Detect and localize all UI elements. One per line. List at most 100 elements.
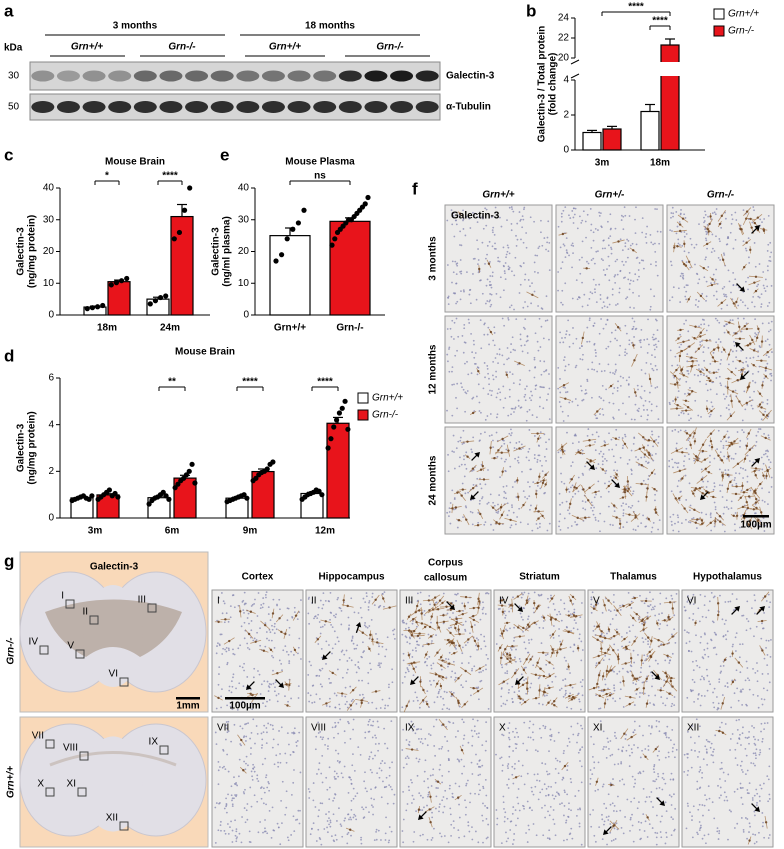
nucleus (617, 409, 620, 411)
nucleus (427, 633, 430, 636)
nucleus (511, 700, 514, 703)
nucleus (227, 793, 229, 796)
nucleus (532, 664, 535, 667)
nucleus (257, 592, 260, 594)
nucleus (387, 841, 390, 844)
nucleus (533, 454, 536, 456)
nucleus (685, 319, 687, 322)
nucleus (706, 224, 709, 226)
nucleus (389, 785, 392, 788)
nucleus (411, 622, 414, 625)
data-point (319, 492, 325, 498)
nucleus (580, 843, 583, 846)
nucleus (486, 836, 489, 839)
nucleus (407, 670, 410, 673)
nucleus (630, 506, 632, 509)
nucleus (654, 364, 657, 367)
nucleus (469, 227, 472, 229)
nucleus (729, 413, 732, 415)
stained-cell (676, 245, 679, 248)
nucleus (752, 295, 755, 298)
nucleus (253, 770, 256, 773)
nucleus (495, 643, 498, 645)
nucleus (513, 447, 516, 449)
panel-numeral: VII (217, 723, 229, 734)
stained-cell (553, 704, 556, 707)
stained-cell (681, 217, 685, 220)
nucleus (711, 247, 714, 250)
nucleus (441, 774, 444, 777)
y-tick-label: 4 (563, 75, 569, 86)
nucleus (350, 782, 353, 785)
nucleus (591, 396, 593, 399)
nucleus (559, 391, 562, 394)
nucleus (530, 786, 533, 789)
nucleus (668, 299, 671, 302)
nucleus (760, 303, 763, 306)
nucleus (484, 207, 487, 210)
nucleus (505, 497, 508, 500)
nucleus (727, 469, 730, 471)
bar (602, 128, 622, 151)
nucleus (503, 324, 506, 327)
nucleus (451, 260, 454, 263)
nucleus (502, 264, 505, 267)
nucleus (563, 244, 566, 247)
nucleus (626, 296, 629, 299)
nucleus (326, 820, 329, 822)
stained-cell (441, 659, 444, 662)
nucleus (469, 302, 472, 305)
nucleus (632, 280, 635, 283)
y-axis-label: Galectin-3 / Total protein (537, 26, 548, 143)
nucleus (744, 247, 747, 250)
stained-cell (534, 697, 538, 700)
nucleus (557, 366, 560, 369)
nucleus (481, 497, 483, 500)
nucleus (406, 803, 409, 805)
nucleus (252, 718, 255, 721)
nucleus (346, 842, 349, 845)
nucleus (375, 828, 378, 831)
nucleus (628, 215, 631, 217)
stained-cell (477, 369, 480, 373)
nucleus (641, 217, 644, 219)
stained-cell (743, 324, 747, 328)
nucleus (714, 506, 717, 508)
nucleus (458, 760, 461, 763)
nucleus (266, 832, 269, 835)
nucleus (536, 750, 539, 753)
nucleus (231, 799, 233, 802)
nucleus (481, 814, 484, 817)
nucleus (747, 237, 750, 240)
nucleus (684, 295, 687, 298)
group-label: 18 months (305, 21, 355, 32)
nucleus (463, 458, 465, 461)
nucleus (614, 370, 617, 373)
nucleus (353, 769, 356, 772)
nucleus (761, 401, 764, 404)
nucleus (640, 397, 643, 400)
nucleus (754, 524, 756, 527)
nucleus (755, 333, 758, 336)
nucleus (271, 746, 274, 749)
nucleus (622, 215, 625, 218)
stained-cell (741, 484, 744, 488)
nucleus (437, 787, 439, 789)
nucleus (755, 434, 758, 437)
nucleus (586, 434, 589, 437)
nucleus (524, 399, 527, 402)
nucleus (293, 727, 296, 730)
nucleus (233, 606, 236, 609)
nucleus (548, 522, 551, 525)
nucleus (558, 525, 560, 528)
stained-cell (441, 675, 445, 679)
y-tick-label: 40 (43, 183, 55, 194)
nucleus (471, 511, 474, 514)
stained-cell (750, 226, 753, 229)
legend-label: Grn+/+ (372, 393, 403, 404)
nucleus (732, 284, 735, 287)
nucleus (266, 700, 268, 703)
nucleus (740, 349, 743, 352)
nucleus (528, 495, 531, 498)
nucleus (526, 305, 529, 308)
